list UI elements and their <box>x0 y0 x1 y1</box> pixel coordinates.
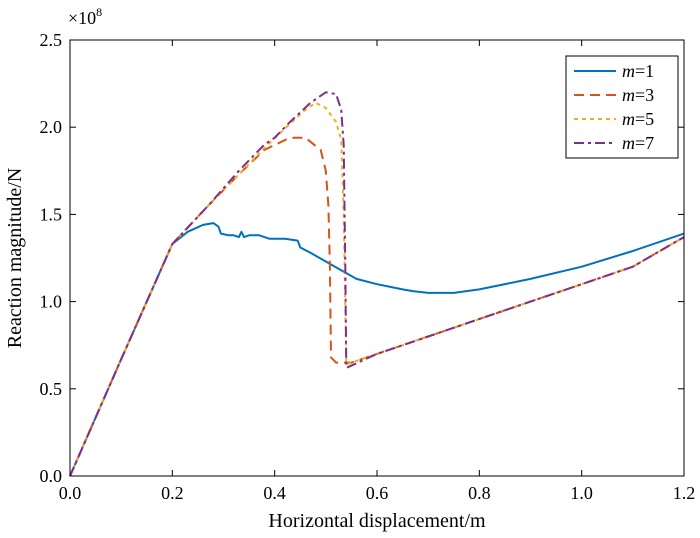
legend-label: m=7 <box>622 133 654 153</box>
legend-item: m=1 <box>574 61 654 81</box>
legend-box <box>565 55 679 159</box>
y-tick-label: 0.0 <box>40 466 63 486</box>
legend-item: m=3 <box>574 85 654 105</box>
x-tick-label: 0.0 <box>59 483 82 503</box>
legend-label-value: =3 <box>635 85 654 105</box>
legend-label-var: m <box>622 133 635 153</box>
x-tick-label: 0.2 <box>161 483 184 503</box>
series-line-m5 <box>69 101 685 477</box>
series-layer <box>69 91 685 477</box>
x-tick-label: 1.2 <box>673 483 696 503</box>
y-tick-label: 1.0 <box>40 292 63 312</box>
series-line-m7 <box>69 91 685 477</box>
y-axis-label: Reaction magnitude/N <box>4 168 26 349</box>
legend-label-value: =7 <box>635 133 654 153</box>
x-tick-label: 0.4 <box>263 483 286 503</box>
legend-items: m=1m=3m=5m=7 <box>574 61 654 153</box>
x-tick-label: 0.8 <box>468 483 491 503</box>
y-tick-label: 1.5 <box>40 204 63 224</box>
legend-label-value: =1 <box>635 61 654 81</box>
legend-label: m=3 <box>622 85 654 105</box>
x-tick-label: 0.6 <box>366 483 389 503</box>
legend-label-value: =5 <box>635 109 654 129</box>
legend-label: m=1 <box>622 61 654 81</box>
legend-item: m=5 <box>574 109 654 129</box>
legend-label-var: m <box>622 85 635 105</box>
y-tick-label: 2.5 <box>40 30 63 50</box>
ticks-layer: 0.0 0.2 0.4 0.6 0.8 1.0 1.2 0.0 0.5 1.0 1.5 2.0 2.5 <box>40 30 696 503</box>
series-line-m1 <box>69 222 685 477</box>
legend-label: m=5 <box>622 109 654 129</box>
y-multiplier-exponent: 8 <box>96 5 102 19</box>
x-tick-label: 1.0 <box>570 483 593 503</box>
legend-label-var: m <box>622 109 635 129</box>
legend-item: m=7 <box>574 133 654 153</box>
legend: m=1m=3m=5m=7 <box>565 55 679 159</box>
plot-frame <box>69 39 685 477</box>
y-multiplier-base: ×10 <box>68 8 96 28</box>
x-axis-label: Horizontal displacement/m <box>268 510 486 532</box>
y-tick-label: 0.5 <box>40 379 63 399</box>
legend-label-var: m <box>622 61 635 81</box>
y-tick-label: 2.0 <box>40 117 63 137</box>
y-axis-multiplier: ×108 <box>68 5 102 28</box>
